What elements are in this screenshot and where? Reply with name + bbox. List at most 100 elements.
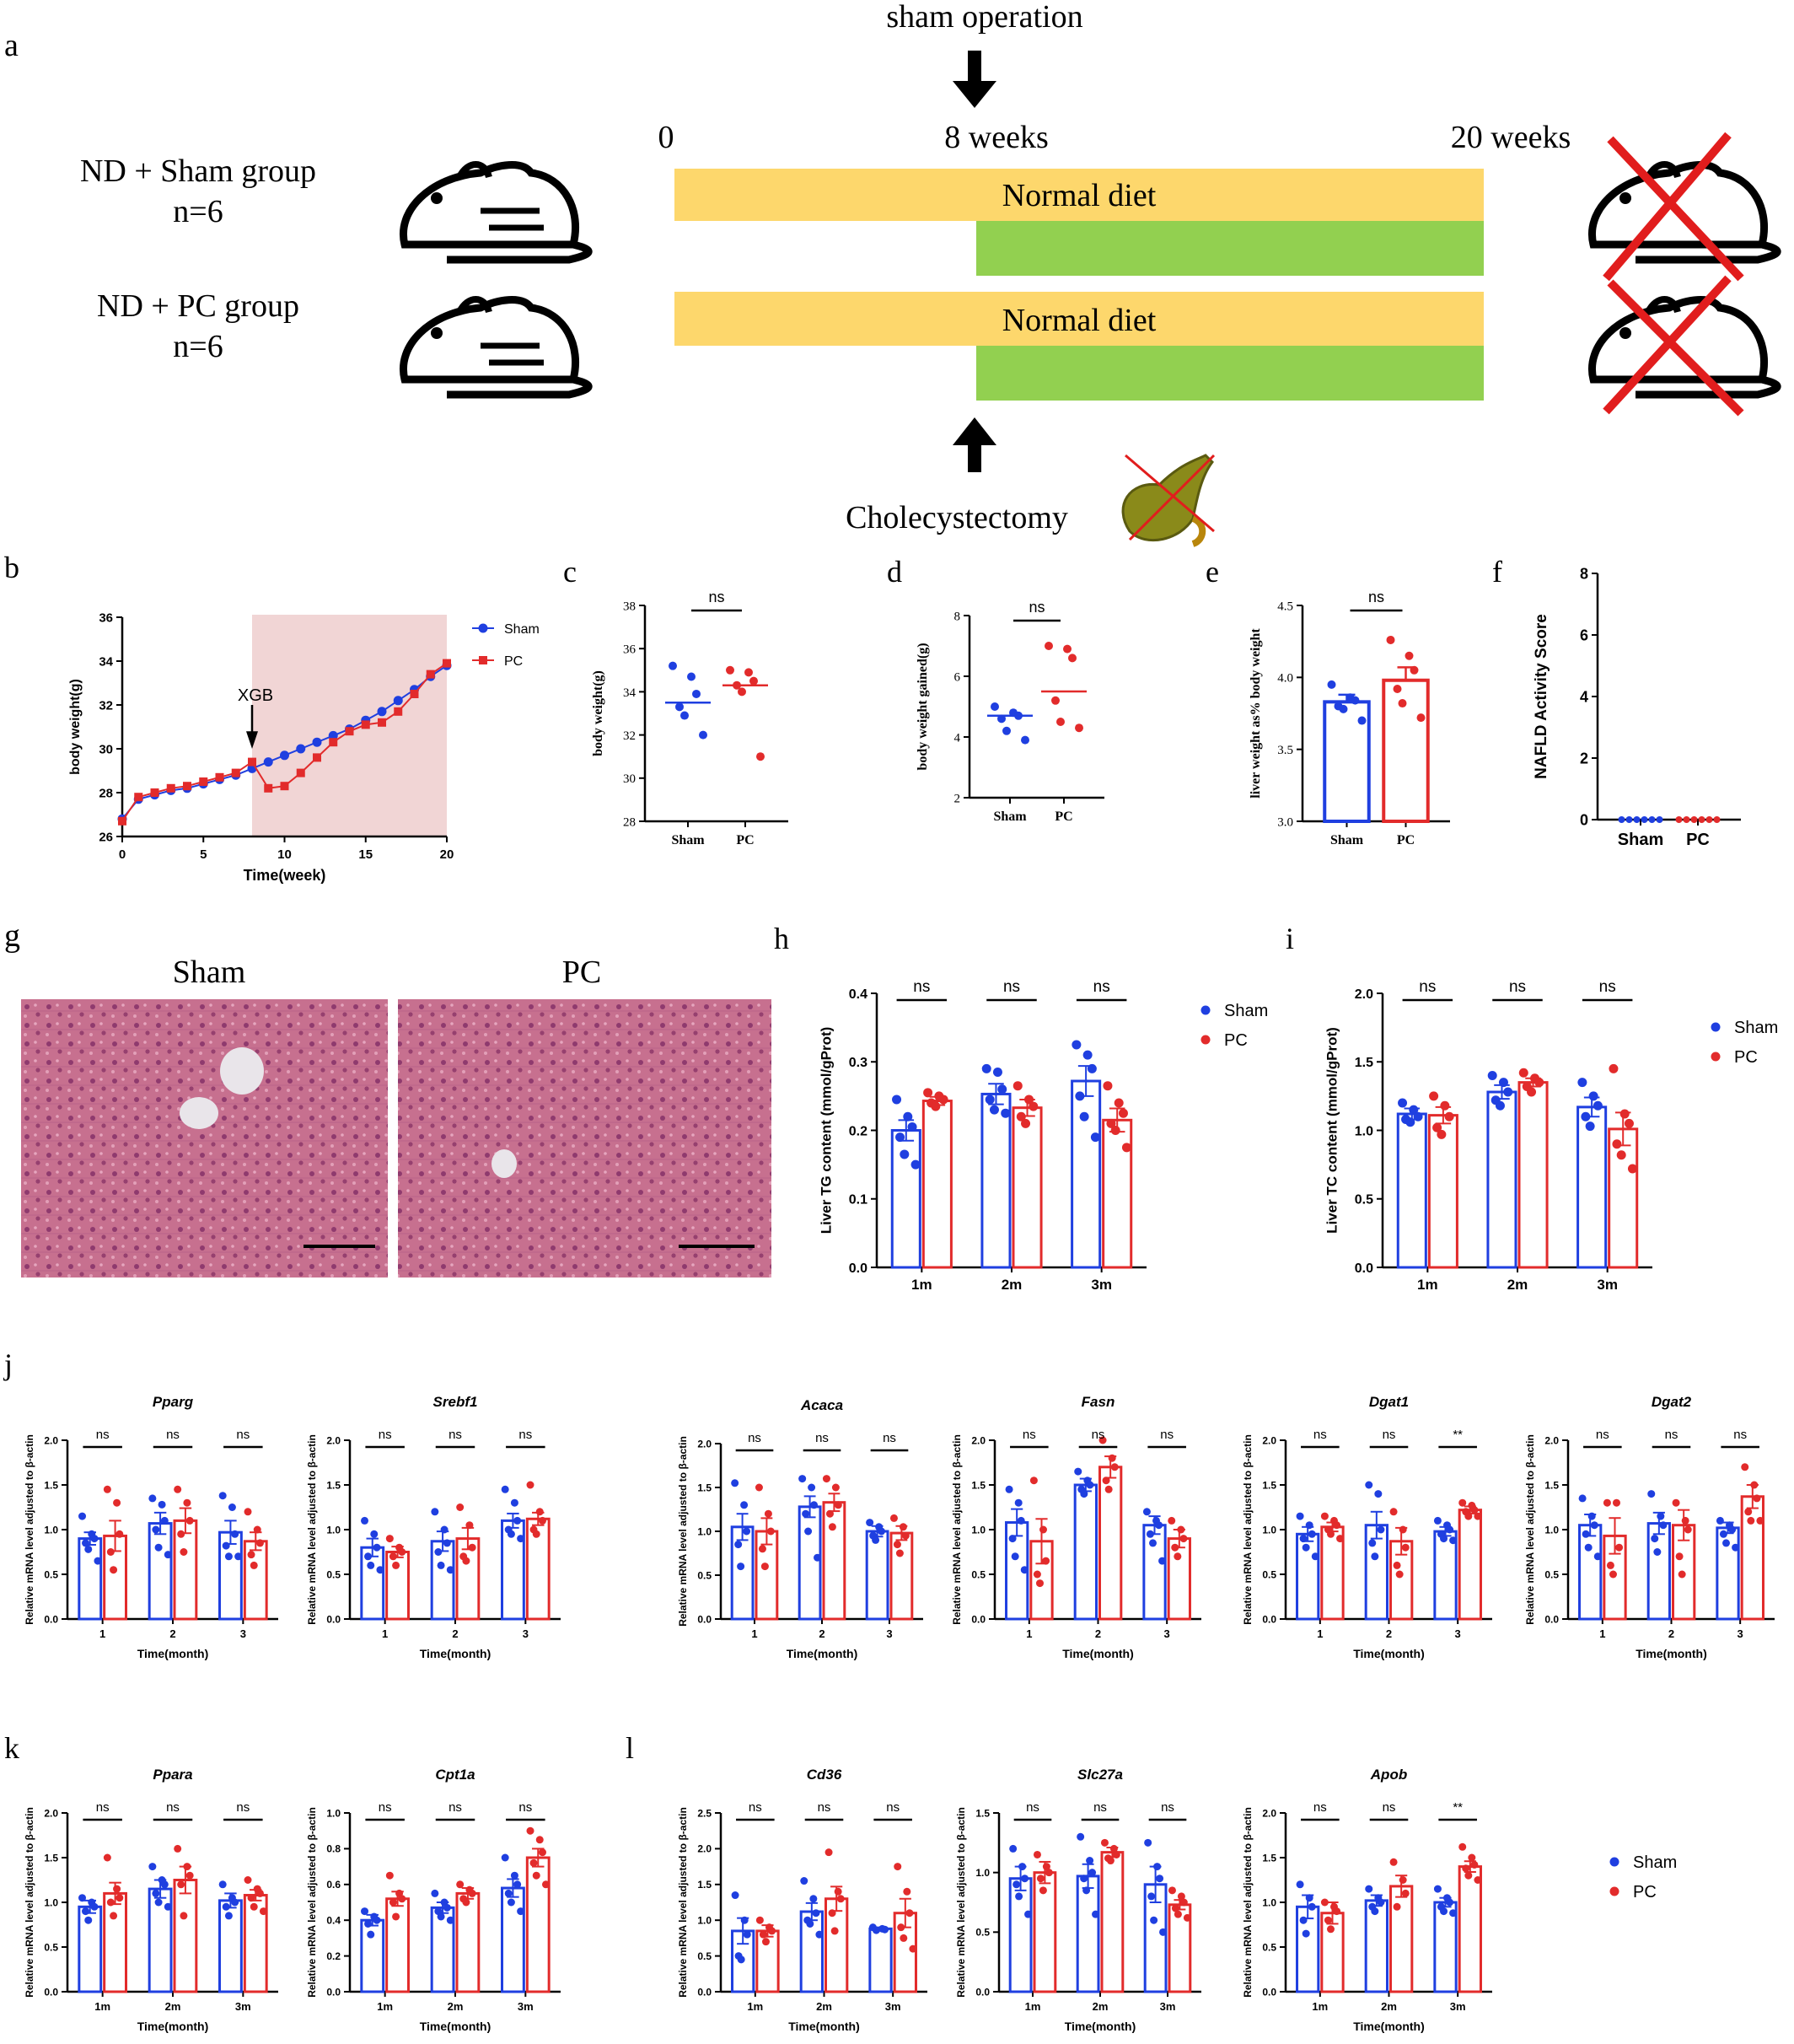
bar-pc [1740,1495,1764,1621]
significance-label: ** [1453,1800,1463,1815]
bar-sham [1578,1524,1603,1621]
x-tick-label: 15 [358,847,373,862]
data-point [446,1916,454,1924]
y-tick-label: 0.0 [971,1613,986,1625]
data-point [872,1926,880,1934]
data-point [1405,1117,1415,1127]
data-point [1109,1844,1118,1853]
x-tick-label: 3m [1160,2000,1176,2013]
y-tick-label: 0.5 [697,1950,712,1962]
y-axis-label: Relative mRNA level adjusted to β-actin [1242,1434,1254,1625]
data-point [831,1483,840,1492]
data-point [1320,1898,1329,1907]
data-point [1001,1108,1011,1118]
data-point [1021,1875,1029,1883]
panel-letter-a: a [4,28,19,63]
y-tick-label: 38 [623,600,636,613]
x-tick-label: 3 [523,1627,529,1640]
bar-pc [1608,1127,1639,1269]
data-point [1086,1481,1094,1489]
data-point [106,1898,115,1907]
y-tick-label: 0.2 [326,1950,341,1962]
bar-sham [868,1927,893,1993]
data-point [1395,1570,1404,1579]
data-point [991,702,999,711]
y-tick-label: 1.0 [1355,1124,1373,1138]
data-point [82,1907,90,1916]
bar-sham [865,1530,889,1621]
data-point [535,1836,544,1844]
data-point [1675,816,1683,823]
sham-operation-label: sham operation [886,0,1082,35]
chart-f: 0 2 4 6 8 NAFLD Activity Score Sham PC [1533,565,1741,849]
data-point [152,1525,160,1534]
data-point [389,1552,397,1561]
data-point [1156,1875,1164,1883]
data-point [443,1903,451,1912]
x-tick-label: 2m [1381,2000,1397,2013]
data-point [1039,1525,1047,1534]
data-point [1656,816,1663,823]
chart-l1: 0.0 0.5 1.0 1.5 2.0 2.5 Relative mRNA level ad… [677,1767,927,2033]
data-point [1106,1857,1115,1865]
group-n-sham: n=6 [173,194,223,229]
x-tick-label: 2 [452,1627,458,1640]
data-point [367,1561,375,1569]
data-point [901,1531,910,1540]
data-point [699,730,707,740]
data-point [1386,635,1395,644]
y-tick-label: 1.5 [1262,1852,1276,1864]
data-point [1311,1552,1319,1561]
x-tick-label: 2 [1668,1627,1674,1640]
data-point [1498,1078,1508,1088]
data-point [1728,1525,1737,1534]
data-point [1036,1875,1045,1883]
y-tick-label: 28 [99,786,113,800]
data-point [513,1516,522,1525]
x-tick-label: 3m [1597,1277,1618,1293]
x-tick-label: 20 [440,847,454,862]
y-tick-label: 32 [99,698,113,713]
y-axis-label: Relative mRNA level adjusted to β-actin [1524,1434,1536,1625]
data-point [1020,1566,1029,1574]
down-arrow-icon [953,51,996,108]
data-point [410,690,419,698]
data-point [443,659,451,668]
y-tick-label: 2.0 [44,1434,58,1446]
y-tick-label: 1.5 [1262,1479,1276,1491]
data-point [1299,1535,1308,1543]
significance-label: ns [708,589,724,605]
data-point [1302,1543,1310,1552]
data-point [764,1509,772,1518]
y-tick-label: 1.0 [697,1525,712,1537]
data-point [806,1919,814,1928]
x-tick-label: 3 [240,1627,246,1640]
data-point [1393,684,1402,693]
data-point [1371,1907,1379,1916]
data-point [903,1887,911,1896]
bar-pc [1517,1081,1549,1269]
bar-pc [1012,1106,1043,1269]
data-point [1398,699,1407,708]
data-point [1449,1536,1458,1545]
y-axis-label: Relative mRNA level adjusted to β-actin [1242,1807,1254,1998]
data-point [1618,816,1625,823]
data-point [174,1485,182,1493]
chart-title: Dgat1 [1369,1394,1409,1410]
panel-letter-f: f [1492,555,1502,589]
data-point [361,1516,369,1525]
significance-label: ns [379,1800,392,1815]
y-tick-label: 1.0 [44,1524,58,1536]
data-point [1401,1543,1410,1552]
data-point [1698,816,1705,823]
data-point [985,1095,995,1105]
data-point [517,1907,525,1916]
chart-l3: 0.0 0.5 1.0 1.5 2.0 Relative mRNA level adjus… [1242,1767,1677,2033]
y-axis-label: body weight(g) [68,679,83,775]
x-axis-label: Time(month) [420,1647,491,1660]
data-point [224,1552,233,1561]
data-point [1495,1100,1505,1111]
bar-sham [980,1092,1012,1269]
data-point [253,1525,261,1534]
